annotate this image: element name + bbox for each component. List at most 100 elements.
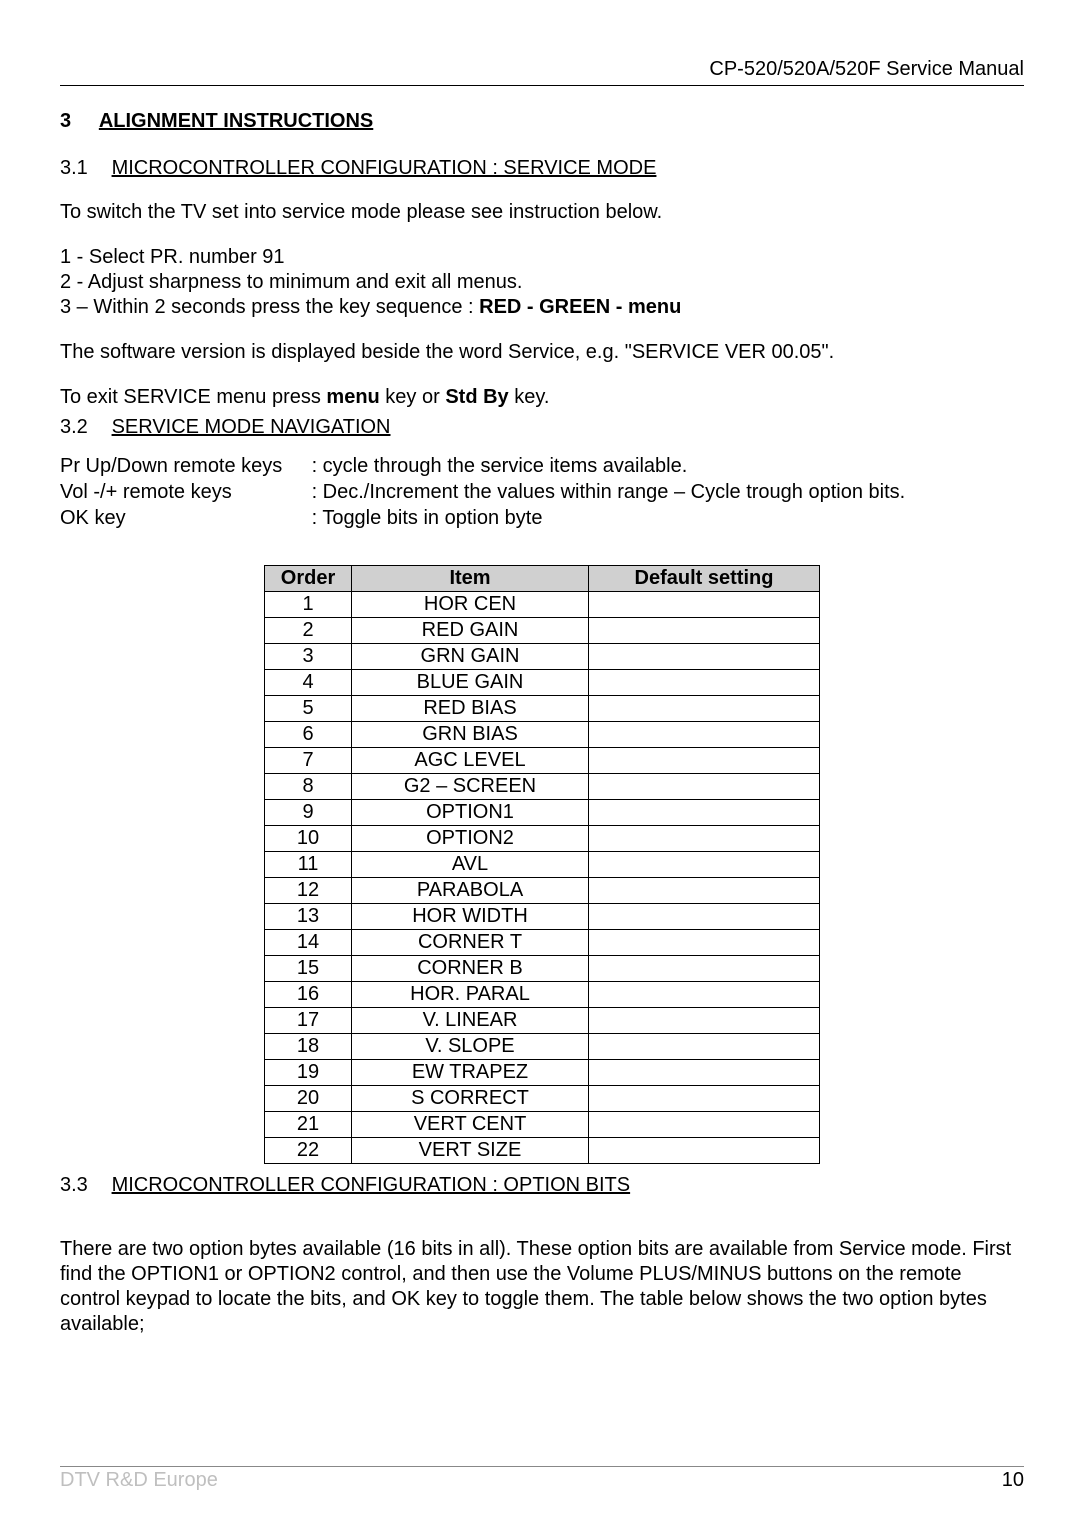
cell-def [589, 1060, 820, 1086]
cell-def [589, 670, 820, 696]
paragraph: To exit SERVICE menu press menu key or S… [60, 385, 1024, 410]
key-row: Vol -/+ remote keys : Dec./Increment the… [60, 479, 1024, 505]
cell-def [589, 774, 820, 800]
cell-order: 7 [265, 748, 352, 774]
paragraph: The software version is displayed beside… [60, 340, 1024, 365]
cell-def [589, 592, 820, 618]
cell-order: 6 [265, 722, 352, 748]
page: CP-520/520A/520F Service Manual 3 ALIGNM… [0, 0, 1080, 1528]
cell-def [589, 1112, 820, 1138]
step-3-bold: RED - GREEN - menu [479, 296, 681, 318]
subsection-title: SERVICE MODE NAVIGATION [112, 416, 391, 438]
subsection-title: MICROCONTROLLER CONFIGURATION : OPTION B… [112, 1174, 631, 1196]
page-header-doc-title: CP-520/520A/520F Service Manual [60, 58, 1024, 86]
cell-def [589, 696, 820, 722]
cell-order: 16 [265, 982, 352, 1008]
table-row: 12PARABOLA [265, 878, 820, 904]
cell-order: 1 [265, 592, 352, 618]
table-row: 2RED GAIN [265, 618, 820, 644]
cell-def [589, 904, 820, 930]
key-label: OK key [60, 505, 306, 531]
table-row: 6GRN BIAS [265, 722, 820, 748]
cell-def [589, 800, 820, 826]
service-items-table: Order Item Default setting 1HOR CEN 2RED… [264, 565, 820, 1164]
exit-bold-2: Std By [445, 386, 508, 408]
key-desc: : Toggle bits in option byte [312, 507, 543, 529]
cell-order: 3 [265, 644, 352, 670]
cell-item: RED BIAS [352, 696, 589, 722]
cell-item: GRN BIAS [352, 722, 589, 748]
cell-order: 5 [265, 696, 352, 722]
table-row: 20S CORRECT [265, 1086, 820, 1112]
table-row: 19EW TRAPEZ [265, 1060, 820, 1086]
cell-item: CORNER B [352, 956, 589, 982]
key-desc: : Dec./Increment the values within range… [312, 481, 906, 503]
cell-def [589, 826, 820, 852]
table-row: 22VERT SIZE [265, 1138, 820, 1164]
cell-item: GRN GAIN [352, 644, 589, 670]
cell-order: 10 [265, 826, 352, 852]
page-footer: DTV R&D Europe 10 [60, 1466, 1024, 1492]
key-row: OK key : Toggle bits in option byte [60, 505, 1024, 531]
key-label: Pr Up/Down remote keys [60, 453, 306, 479]
paragraph: To switch the TV set into service mode p… [60, 200, 1024, 225]
table-row: 13HOR WIDTH [265, 904, 820, 930]
cell-order: 8 [265, 774, 352, 800]
cell-order: 4 [265, 670, 352, 696]
col-order: Order [265, 566, 352, 592]
cell-order: 2 [265, 618, 352, 644]
table-row: 17V. LINEAR [265, 1008, 820, 1034]
table-row: 7AGC LEVEL [265, 748, 820, 774]
cell-item: AVL [352, 852, 589, 878]
footer-page-number: 10 [1002, 1469, 1024, 1492]
cell-order: 19 [265, 1060, 352, 1086]
footer-left: DTV R&D Europe [60, 1469, 218, 1492]
steps-list: 1 - Select PR. number 91 2 - Adjust shar… [60, 245, 1024, 320]
cell-def [589, 852, 820, 878]
section-title: ALIGNMENT INSTRUCTIONS [99, 110, 373, 132]
cell-def [589, 878, 820, 904]
table-row: 15CORNER B [265, 956, 820, 982]
table-row: 21VERT CENT [265, 1112, 820, 1138]
cell-def [589, 1138, 820, 1164]
cell-item: BLUE GAIN [352, 670, 589, 696]
cell-order: 20 [265, 1086, 352, 1112]
cell-def [589, 982, 820, 1008]
subsection-3-1: 3.1 MICROCONTROLLER CONFIGURATION : SERV… [60, 157, 1024, 180]
subsection-3-2: 3.2 SERVICE MODE NAVIGATION [60, 416, 1024, 439]
key-descriptions: Pr Up/Down remote keys : cycle through t… [60, 453, 1024, 531]
paragraph: There are two option bytes available (16… [60, 1237, 1024, 1337]
cell-def [589, 1034, 820, 1060]
exit-bold-1: menu [326, 386, 379, 408]
cell-order: 9 [265, 800, 352, 826]
subsection-title: MICROCONTROLLER CONFIGURATION : SERVICE … [112, 157, 657, 179]
cell-def [589, 644, 820, 670]
table-row: 9OPTION1 [265, 800, 820, 826]
cell-order: 11 [265, 852, 352, 878]
cell-def [589, 930, 820, 956]
subsection-3-3: 3.3 MICROCONTROLLER CONFIGURATION : OPTI… [60, 1174, 1024, 1197]
cell-item: EW TRAPEZ [352, 1060, 589, 1086]
table-row: 10OPTION2 [265, 826, 820, 852]
cell-order: 22 [265, 1138, 352, 1164]
col-default: Default setting [589, 566, 820, 592]
cell-item: HOR. PARAL [352, 982, 589, 1008]
table-row: 16HOR. PARAL [265, 982, 820, 1008]
cell-def [589, 618, 820, 644]
table-row: 3GRN GAIN [265, 644, 820, 670]
cell-order: 12 [265, 878, 352, 904]
cell-order: 18 [265, 1034, 352, 1060]
key-row: Pr Up/Down remote keys : cycle through t… [60, 453, 1024, 479]
cell-def [589, 722, 820, 748]
exit-text-3: key. [509, 386, 550, 408]
step-2: 2 - Adjust sharpness to minimum and exit… [60, 270, 1024, 295]
exit-text-1: To exit SERVICE menu press [60, 386, 326, 408]
table-row: 11AVL [265, 852, 820, 878]
cell-item: OPTION2 [352, 826, 589, 852]
cell-item: G2 – SCREEN [352, 774, 589, 800]
cell-item: VERT CENT [352, 1112, 589, 1138]
subsection-number: 3.2 [60, 416, 106, 439]
subsection-number: 3.3 [60, 1174, 106, 1197]
cell-item: AGC LEVEL [352, 748, 589, 774]
cell-order: 13 [265, 904, 352, 930]
